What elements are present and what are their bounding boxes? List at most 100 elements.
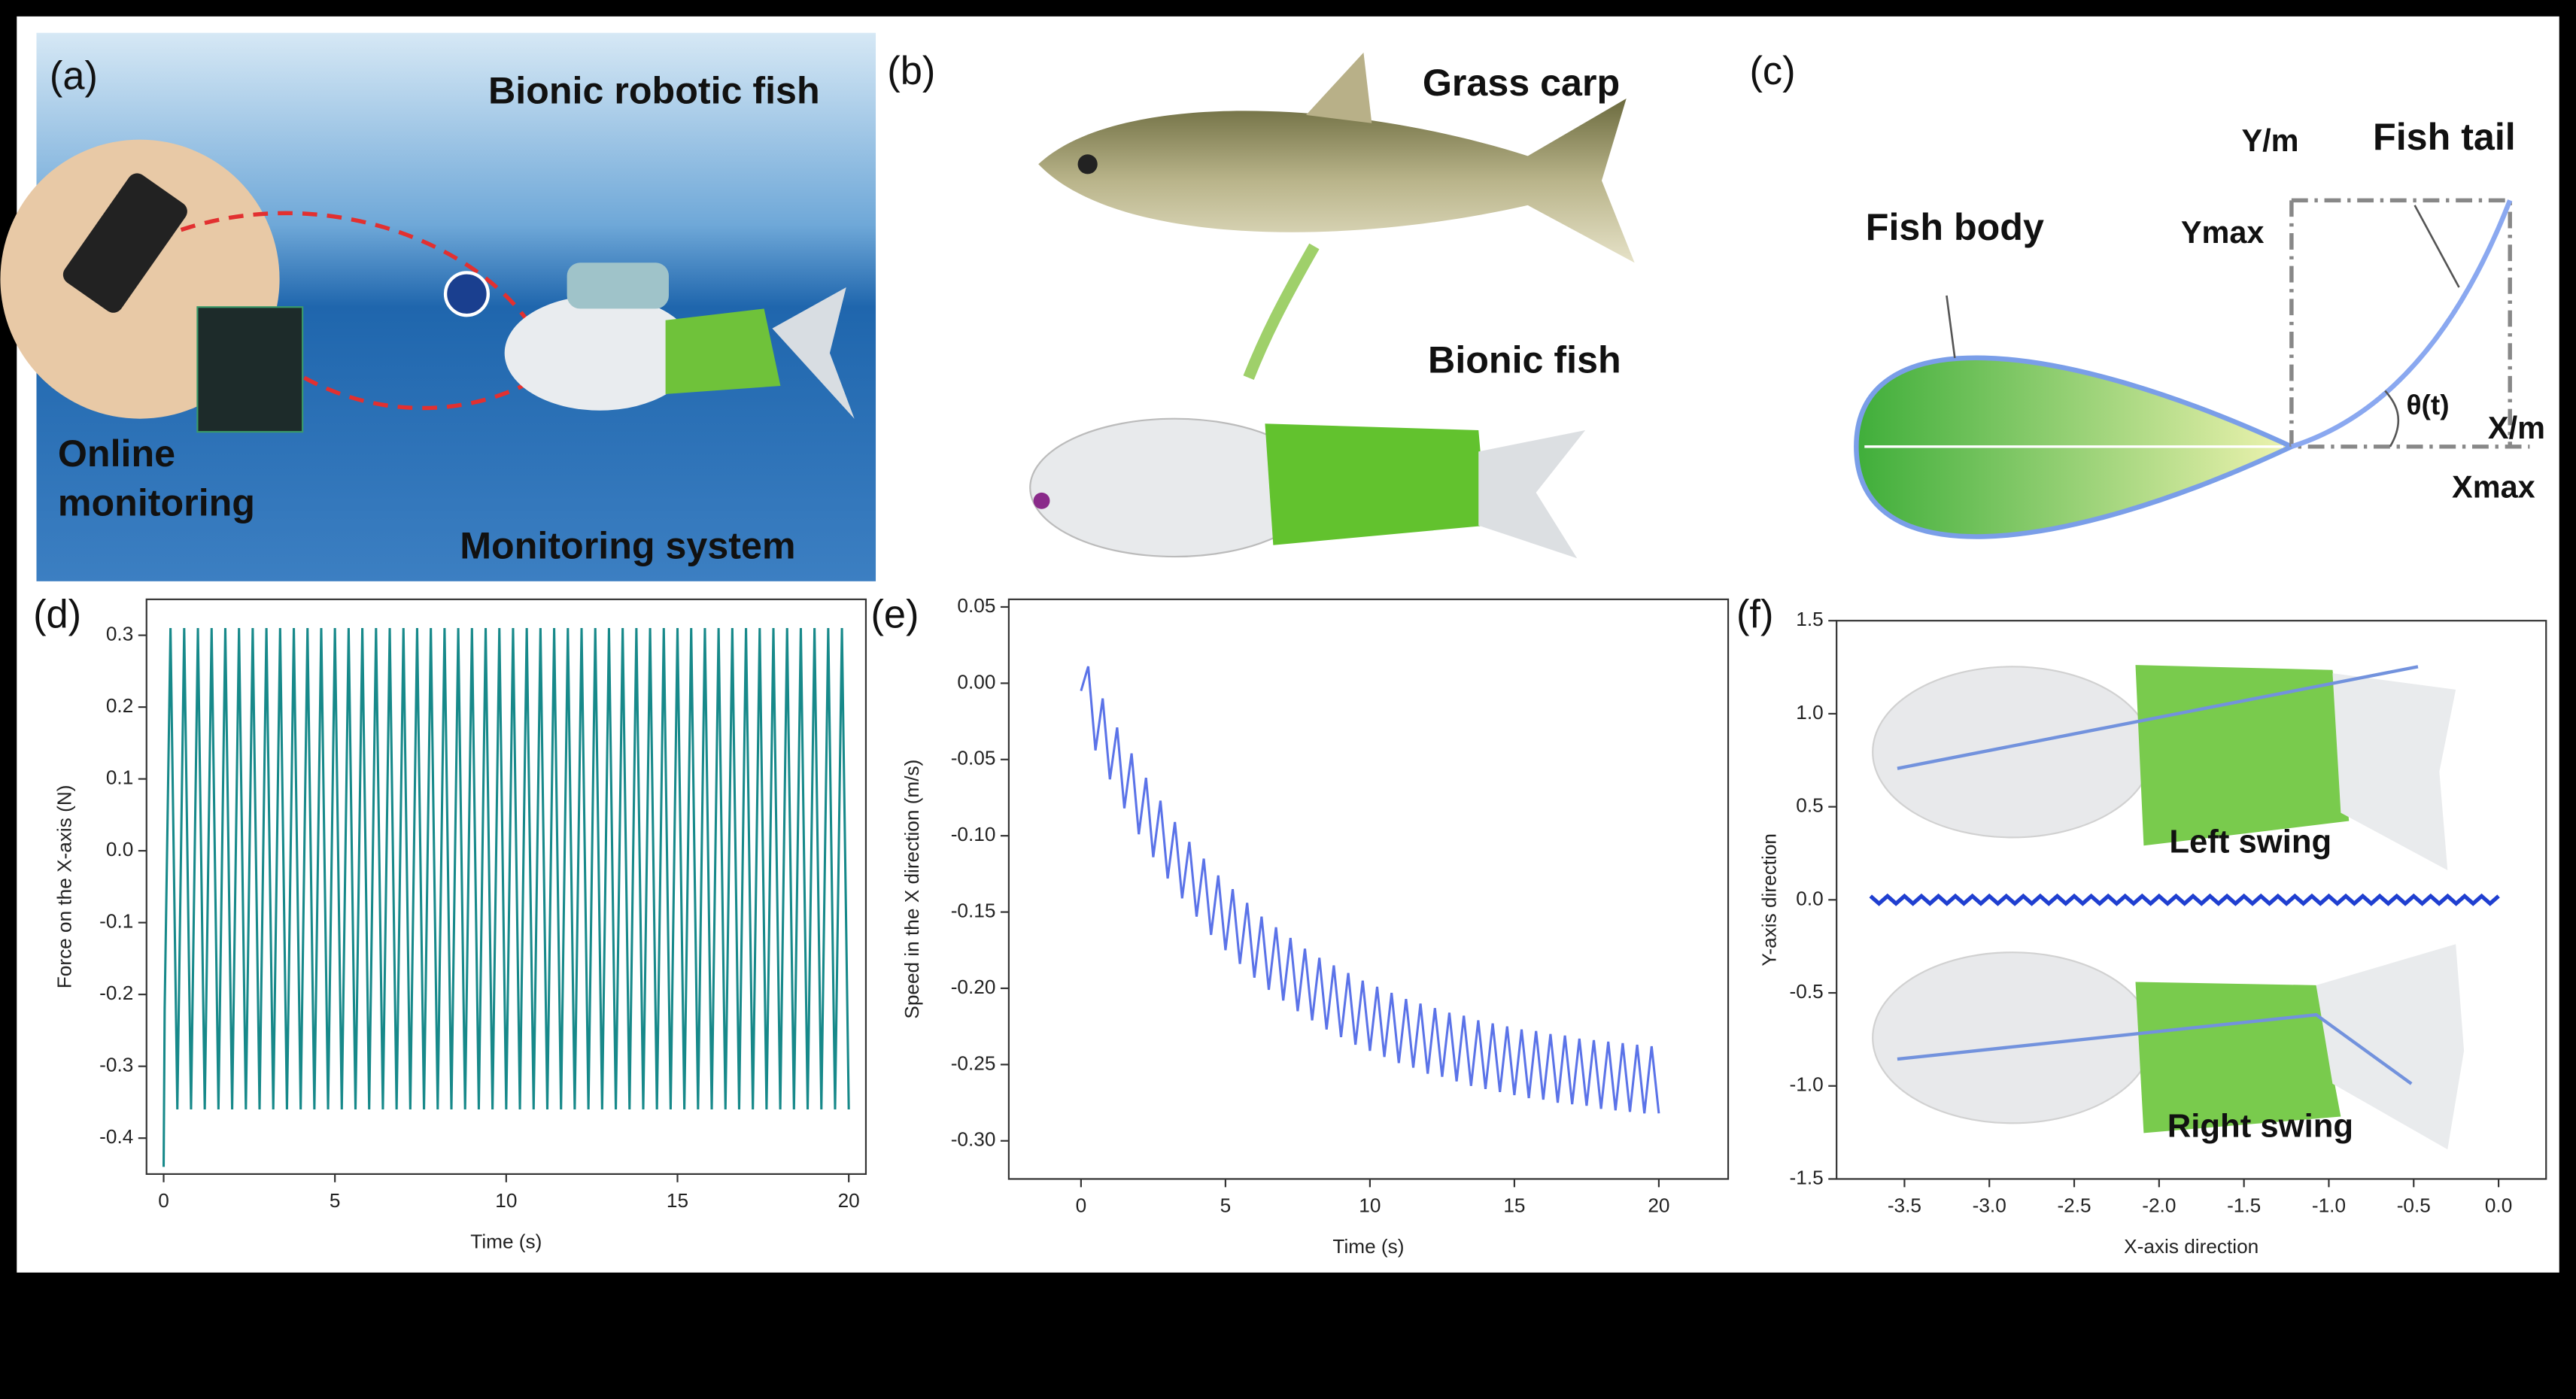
data-line <box>162 628 850 1167</box>
x-axis-title: Time (s) <box>470 1231 542 1253</box>
carp-eye <box>1077 154 1098 174</box>
x-tick-label: -2.0 <box>2142 1194 2176 1216</box>
caption: Grass carp <box>1423 62 1620 104</box>
swing-lines <box>1897 665 2419 1085</box>
phone <box>62 173 187 313</box>
caption: Fish body <box>1866 206 2044 248</box>
y-tick-label: -0.4 <box>99 1125 133 1148</box>
panel-label: (e) <box>870 593 919 637</box>
y-tick-label: 1.5 <box>1796 608 1823 630</box>
panel-label: (d) <box>33 593 81 637</box>
robot-tail <box>772 287 855 419</box>
angle: θ(t) <box>2407 389 2450 420</box>
x-tick-label: 10 <box>1359 1194 1381 1216</box>
x-axis-title: Time (s) <box>1332 1235 1404 1258</box>
fish-photo <box>2316 944 2465 1150</box>
y-tick-label: -0.15 <box>951 899 996 921</box>
grass-carp <box>1038 98 1635 263</box>
y-tick-label: -0.5 <box>1790 980 1824 1003</box>
x-tick-label: 0 <box>1076 1194 1087 1216</box>
x-tick-label: -3.5 <box>1888 1194 1921 1216</box>
data-line <box>1869 893 2500 906</box>
y-axis-title: Force on the X-axis (N) <box>53 785 76 989</box>
plot-frame <box>1007 598 1730 1180</box>
fish-photo <box>2332 673 2456 871</box>
y-tick-label: 0.0 <box>106 838 133 860</box>
y-tick-label: -1.0 <box>1790 1073 1824 1096</box>
x-tick-label: -0.5 <box>2397 1194 2431 1216</box>
y-tick-label: 0.1 <box>106 766 133 789</box>
robot-body <box>504 295 695 411</box>
caption: Fish tail <box>2373 116 2516 158</box>
caption: monitoring <box>58 482 255 524</box>
carp-fin <box>1306 52 1372 123</box>
y-tick-label: -0.1 <box>99 910 133 933</box>
y-tick-label: 0.00 <box>957 670 995 693</box>
caption: Online <box>58 432 175 475</box>
x-tick-label: 5 <box>330 1189 341 1212</box>
caption: Bionic robotic fish <box>488 70 820 112</box>
ymax: Ymax <box>2181 214 2265 250</box>
y-tick-label: 1.0 <box>1796 701 1823 724</box>
bionic-nose <box>1033 492 1050 509</box>
annotation: Right swing <box>2167 1107 2353 1144</box>
data-line <box>1080 666 1660 1114</box>
fish-photo <box>2135 665 2350 846</box>
fish-photo <box>2135 982 2341 1133</box>
y-tick-label: -1.5 <box>1790 1166 1824 1188</box>
y-tick-label: -0.30 <box>951 1128 996 1151</box>
y-tick-label: 0.05 <box>957 594 995 617</box>
panel-label: (c) <box>1749 50 1795 93</box>
panel-b: (b) Grass carp Bionic fish <box>887 50 1635 559</box>
robot-top <box>567 263 669 309</box>
x-tick-label: 15 <box>1503 1194 1525 1216</box>
x-tick-label: 0.0 <box>2485 1194 2512 1216</box>
x-tick-label: -2.5 <box>2057 1194 2091 1216</box>
y-tick-label: -0.20 <box>951 976 996 998</box>
caption: Monitoring system <box>460 524 795 566</box>
y-tick-label: -0.2 <box>99 982 133 1004</box>
y-tick-label: 0.3 <box>106 623 133 645</box>
caption: Bionic fish <box>1428 339 1621 381</box>
xmax: Xmax <box>2452 469 2535 505</box>
x-tick-label: 20 <box>838 1189 860 1212</box>
y-axis-title: Speed in the X direction (m/s) <box>901 760 923 1019</box>
x-tick-label: 10 <box>495 1189 517 1212</box>
y-tick-label: -0.3 <box>99 1054 133 1076</box>
panel-c: (c) Y/m Fish tail Fish body Ymax θ(t) X/… <box>1749 50 2545 539</box>
x-tick-label: -1.5 <box>2227 1194 2261 1216</box>
y-tick-label: 0.0 <box>1796 887 1823 909</box>
x-tick-label: 5 <box>1220 1194 1232 1216</box>
y-tick-label: 0.5 <box>1796 794 1823 817</box>
y-tick-label: -0.25 <box>951 1052 996 1074</box>
y-tick-label: 0.2 <box>106 694 133 717</box>
swing-photos <box>1872 665 2465 1150</box>
panel-label: (b) <box>887 50 935 93</box>
tail-curve <box>2290 199 2513 449</box>
x-tick-label: -1.0 <box>2312 1194 2346 1216</box>
bionic-body <box>1265 423 1487 545</box>
bluetooth-icon <box>443 271 491 317</box>
bionic-tail <box>1478 429 1586 559</box>
monitor <box>196 306 304 433</box>
panel-label: (a) <box>50 55 98 99</box>
x-tick-label: 20 <box>1648 1194 1669 1216</box>
y-axis-title: Y-axis direction <box>1758 833 1781 967</box>
pointers <box>1946 205 2460 448</box>
panel-a: (a) Bionic robotic fish Online monitorin… <box>0 32 876 581</box>
axis-name: Y/m <box>2241 123 2298 158</box>
x-axis-title: X-axis direction <box>2124 1235 2259 1258</box>
x-tick-label: -3.0 <box>1973 1194 2006 1216</box>
x-tick-label: 15 <box>667 1189 688 1212</box>
panel-label: (f) <box>1736 593 1773 637</box>
y-tick-label: -0.10 <box>951 823 996 845</box>
arrow <box>1243 243 1320 380</box>
fish-photo <box>1872 666 2153 839</box>
axis-name: X/m <box>2488 410 2545 445</box>
robot-segment <box>665 308 781 394</box>
y-tick-label: -0.05 <box>951 747 996 769</box>
x-tick-label: 0 <box>158 1189 169 1212</box>
annotation: Left swing <box>2169 824 2331 860</box>
